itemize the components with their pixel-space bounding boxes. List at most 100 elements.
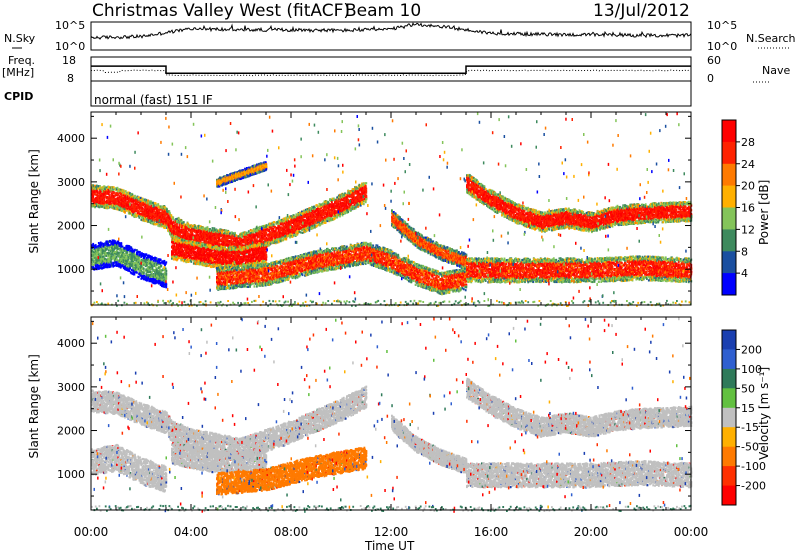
rti-cell [95, 185, 98, 188]
rti-cell [144, 219, 147, 222]
rti-cell [312, 213, 315, 216]
noise-right-tick-bottom: 10^0 [707, 40, 737, 53]
noise-left-tick-bottom: 10^0 [55, 40, 85, 53]
rti-cell [145, 209, 148, 212]
rti-cell [105, 186, 108, 189]
rti-cell [124, 211, 126, 214]
rti-cell [109, 205, 112, 208]
rti-cell [140, 206, 143, 209]
rti-cell [94, 197, 97, 200]
rti-cell [137, 211, 140, 214]
noise-sky-trace [90, 22, 692, 40]
rti-cell [148, 212, 151, 215]
rti-cell [150, 219, 153, 222]
rti-cell [365, 187, 368, 190]
rti-cell [109, 186, 111, 189]
rti-cell [132, 204, 135, 208]
rti-cell [119, 204, 121, 207]
rti-cell [218, 237, 221, 240]
rti-cell [99, 189, 102, 192]
rti-cell [115, 202, 118, 205]
rti-cell [182, 221, 185, 224]
rti-cell [110, 198, 113, 201]
rti-cell [124, 192, 126, 196]
rti-cell [152, 215, 155, 218]
rti-cell [140, 199, 143, 202]
rti-cell [169, 212, 171, 215]
rti-cell [357, 205, 360, 208]
rti-cell [141, 203, 143, 206]
rti-cell [124, 210, 126, 213]
rti-cell [139, 196, 142, 200]
rti-cell [107, 198, 110, 201]
rti-cell [159, 215, 162, 218]
rti-cell [138, 208, 141, 211]
rti-cell [123, 203, 126, 206]
rti-cell [134, 196, 137, 199]
rti-cell [140, 218, 143, 221]
rti-cell [114, 197, 117, 200]
rti-cell [259, 225, 261, 228]
rti-cell [145, 214, 148, 217]
rti-cell [137, 215, 140, 218]
rti-cell [157, 205, 160, 208]
rti-cell [112, 189, 115, 192]
rti-cell [131, 200, 133, 203]
rti-cell [147, 210, 150, 213]
rti-cell [94, 191, 96, 194]
rti-cell [159, 208, 161, 211]
rti-cell [158, 224, 161, 227]
rti-cell [151, 209, 154, 212]
rti-cell [122, 194, 125, 197]
rti-cell [116, 202, 119, 205]
rti-cell [155, 204, 158, 207]
rti-cell [121, 188, 124, 192]
rti-cell [136, 209, 138, 212]
rti-cell [150, 200, 153, 203]
rti-cell [112, 186, 115, 189]
rti-cell [134, 205, 137, 208]
rti-cell [106, 188, 108, 191]
rti-cell [163, 216, 166, 219]
rti-cell [121, 207, 123, 210]
rti-cell [143, 203, 146, 206]
rti-cell [299, 231, 302, 234]
rti-cell [155, 206, 158, 209]
rti-cell [163, 221, 166, 224]
rti-cell [143, 208, 146, 211]
beam-title: Beam 10 [345, 1, 421, 21]
rti-cell [154, 216, 156, 219]
rti-cell [126, 202, 129, 205]
rti-cell [112, 194, 115, 197]
rti-cell [92, 184, 95, 187]
rti-cell [164, 226, 166, 229]
power-heatmap [91, 112, 693, 307]
rti-cell [147, 204, 150, 207]
rti-cell [123, 207, 126, 210]
rti-cell [339, 215, 341, 218]
rti-cell [103, 198, 106, 201]
freq-right-tick-bottom: 0 [707, 72, 714, 85]
rti-cell [107, 187, 110, 190]
rti-cell [137, 210, 140, 213]
rti-cell [334, 217, 336, 220]
rti-cell [96, 187, 98, 190]
rti-cell [121, 209, 123, 212]
rti-cell [95, 202, 98, 205]
rti-cell [119, 206, 121, 209]
rti-cell [91, 185, 93, 188]
rti-cell [133, 198, 136, 202]
rti-cell [119, 203, 121, 206]
rti-cell [340, 207, 343, 210]
rti-cell [273, 221, 276, 224]
date-title: 13/Jul/2012 [593, 1, 690, 21]
rti-cell [116, 204, 118, 208]
rti-cell [128, 195, 131, 198]
rti-cell [121, 194, 123, 198]
rti-cell [127, 212, 130, 215]
rti-cell [137, 203, 140, 207]
rti-cell [322, 213, 325, 217]
rti-cell [92, 197, 95, 201]
rti-cell [150, 202, 153, 205]
rti-cell [161, 224, 164, 228]
